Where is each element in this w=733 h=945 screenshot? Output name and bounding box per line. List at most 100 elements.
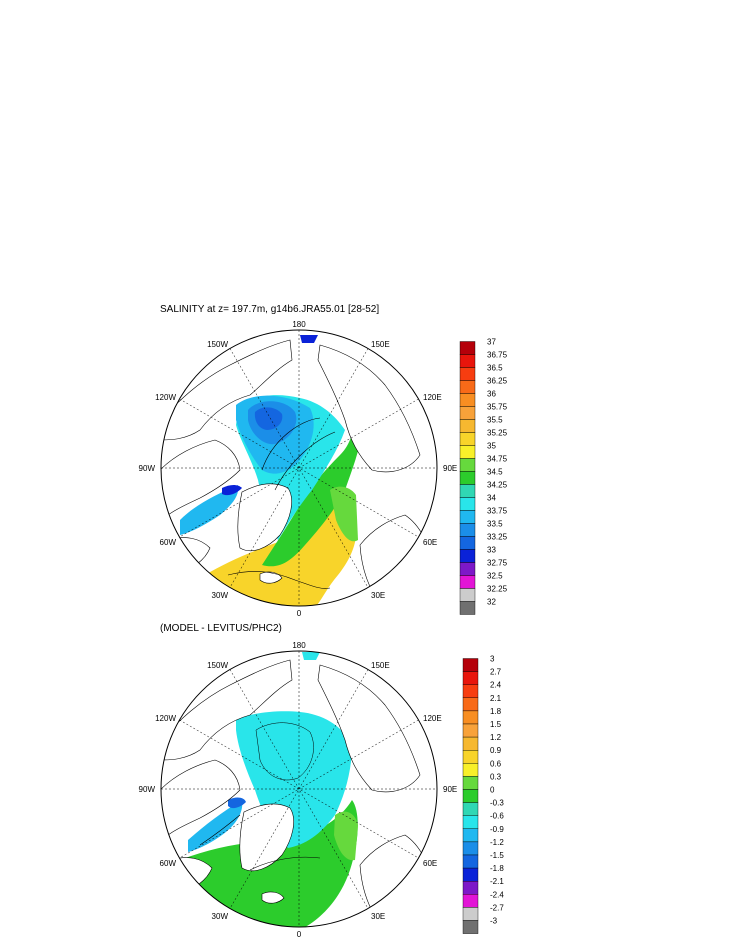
plot2-colorbar-swatch [462,750,479,764]
plot1-land-alaska [161,339,293,441]
plot1-lon-label: 60E [423,538,437,547]
plot1-colorbar-label: 34.25 [487,481,508,490]
plot1-colorbar-label: 34.5 [487,468,503,477]
plot1-map: 180 0 90W 90E 150W 120W 150E 120E 60W 30… [139,320,508,618]
plot1-colorbar-swatch [459,341,476,355]
plot2-colorbar-swatch [462,894,479,908]
plot1-graticule [161,330,437,606]
plot2-colorbar-swatch [462,684,479,699]
plot2-colorbar-swatch [462,789,479,803]
plot1-colorbar-swatch [459,445,476,459]
plot1-colorbar-label: 37 [487,338,496,347]
plot1-colorbar-label: 36.75 [487,351,508,360]
plot1-colorbar-label: 33.75 [487,507,508,516]
plot2-colorbar-swatch [462,658,479,672]
plot1-colorbar-swatch [459,484,476,498]
plot2-colorbar-label: 2.1 [490,694,502,703]
plot1-contour-c [227,571,331,589]
plot1-colorbar-swatch [459,523,476,537]
plot1-land-siberia [317,344,421,473]
plot1-colorbar-label: 33 [487,546,496,555]
plot1-lon-label: 150W [207,340,228,349]
plot1-colorbar-swatch [459,588,476,602]
plot2-colorbar-label: -2.1 [490,877,504,886]
plot2-graticule [161,651,437,927]
plot2-lon-label: 150E [371,661,390,670]
plot2-lon-label: 90E [443,785,457,794]
plot2-colorbar-swatch [462,776,479,790]
plot1-colorbar-label: 32 [487,598,496,607]
plot1-colorbar-swatch [459,510,476,524]
plot1-colorbar-swatch [459,471,476,485]
plot2-lon-label: 120W [155,714,176,723]
plot2-colorbar-label: 0.9 [490,746,502,755]
plot1-colorbar-swatch [459,432,476,446]
plot1-lon-label: 30W [212,591,229,600]
plot2-colorbar-swatch [462,867,479,882]
plot1-colorbar-swatch [459,380,476,394]
plot2-colorbar-swatch [462,671,479,685]
plot2-colorbar-swatch [462,697,479,712]
plot2-lon-label: 60W [160,859,177,868]
plot1-colorbar-swatch [459,562,476,576]
plot1-contour-b [274,431,336,491]
plot2-colorbar-swatch [462,907,479,921]
plot2-contour-b [199,814,241,846]
plot2-lon-label: 180 [292,641,306,650]
plot1-lon-label: 120E [423,393,442,402]
plot1-colorbar-label: 36.25 [487,377,508,386]
plot1-colorbar-label: 36.5 [487,364,503,373]
plot1-lon-label: 180 [292,320,306,329]
plot2-colorbar-swatch [462,881,479,895]
plot2-colorbar-label: -1.5 [490,851,504,860]
plot2-land-greenland [239,803,294,872]
plot2-colorbar-label: 3 [490,655,495,664]
plot2-lon-label: 0 [297,930,302,939]
plot1-field-bering [300,335,318,343]
plot2-colorbar-label: 0 [490,786,495,795]
plot1-land-iceland [259,571,283,584]
plot1-lon-label: 30E [371,591,385,600]
plot1-lon-label: 0 [297,609,302,618]
plot2-colorbar-label: -0.3 [490,799,504,808]
plot2-colorbar-swatch [462,920,479,934]
plot1-lon-label: 90W [139,464,156,473]
plot2-field-bering [302,652,320,660]
plot2-colorbar-swatch [462,710,479,725]
plot2-colorbar-swatch [462,841,479,856]
plot1-field-gyre-core [254,407,283,430]
plot2-colorbar-swatch [462,763,479,777]
plot2-colorbar-swatch [462,736,479,751]
plot2-colorbar-label: -2.4 [490,890,504,899]
plot2-contour-a [249,856,321,871]
plot2-colorbar-label: 0.6 [490,759,502,768]
plot2-lon-label: 30W [212,912,229,921]
plot1-colorbar-label: 35 [487,442,496,451]
plot2-colorbar-label: -0.9 [490,825,504,834]
plot1-colorbar-swatch [459,367,476,381]
plot2-field-barents [334,811,358,861]
plot1-field-barents [330,486,358,542]
plot1-colorbar-swatch [459,497,476,511]
plot1-colorbar-swatch [459,458,476,472]
plot2-field-basin-inner [255,722,314,781]
plot2-colorbar-label: -0.6 [490,812,504,821]
plot1-colorbar-swatch [459,393,476,407]
plot1-lon-label: 150E [371,340,390,349]
plot1-colorbar-swatch [459,419,476,433]
plot2-colorbar-swatch [462,723,479,738]
plot2-lon-label: 90W [139,785,156,794]
plot1-field-baffin-dark [222,485,242,496]
plot2-lon-label: 150W [207,661,228,670]
plot1-colorbar-label: 32.5 [487,572,503,581]
plot1-colorbar-label: 36 [487,390,496,399]
plot2-colorbar-label: -3 [490,917,498,926]
plot2-land-alaska [161,659,293,761]
plot2-lon-label: 120E [423,714,442,723]
plot2-lon-label: 30E [371,912,385,921]
plot2-colorbar-label: 1.8 [490,707,502,716]
plot1-colorbar-swatch [459,406,476,420]
plot2-colorbar-swatch [462,802,479,816]
plot2-colorbar-label: 2.4 [490,681,502,690]
plot1-colorbar-label: 33.25 [487,533,508,542]
